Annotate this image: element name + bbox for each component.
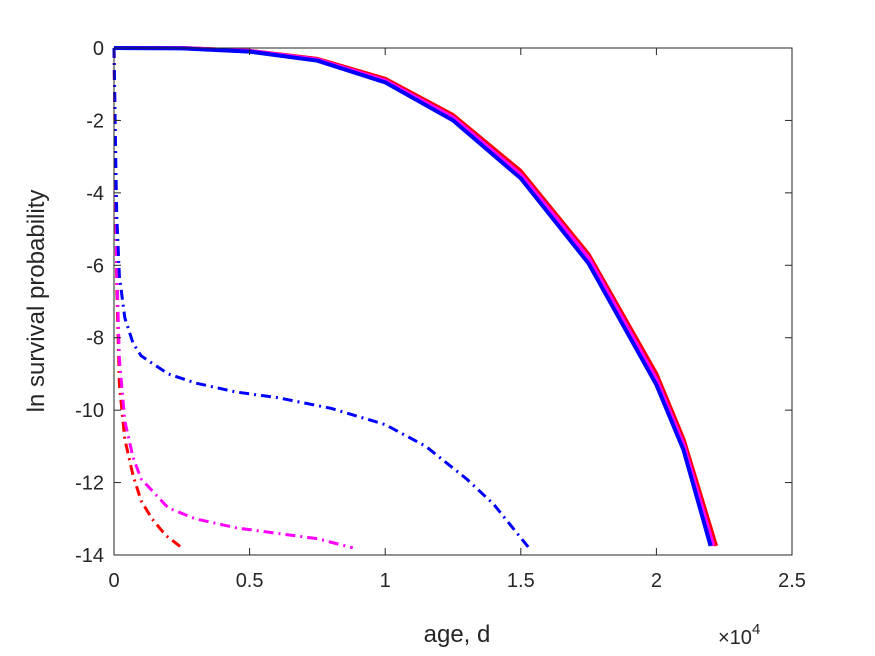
y-tick-label: -12 xyxy=(75,473,104,495)
axis-ticks: 0 0.5 1 1.5 2 2.5 0 -2 -4 -6 -8 -10 -12 -14 xyxy=(75,38,806,592)
x-exponent-label: ×104 xyxy=(718,621,760,649)
y-tick-label: -8 xyxy=(86,328,104,350)
x-exponent-power: 4 xyxy=(752,621,760,638)
x-tick-label: 2 xyxy=(651,570,662,592)
series-line-1 xyxy=(114,46,719,547)
y-tick-label: -4 xyxy=(86,183,104,205)
series-line-6 xyxy=(112,47,531,549)
y-tick-label: 0 xyxy=(93,38,104,60)
x-tick-label: 1.5 xyxy=(507,570,535,592)
x-tick-label: 0 xyxy=(108,570,119,592)
x-axis-label: age, d xyxy=(424,621,491,648)
x-tick-label: 2.5 xyxy=(778,570,806,592)
series-lines xyxy=(112,46,719,550)
x-exponent-base: ×10 xyxy=(718,627,752,649)
series-line-2 xyxy=(114,46,716,547)
y-tick-label: -2 xyxy=(86,110,104,132)
axes-box xyxy=(113,47,793,556)
y-tick-label: -14 xyxy=(75,545,104,567)
series-line-3 xyxy=(113,46,713,547)
series-line-4 xyxy=(112,47,183,549)
y-tick-label: -6 xyxy=(86,255,104,277)
series-line-5 xyxy=(112,47,354,550)
y-tick-label: -10 xyxy=(75,400,104,422)
y-axis-label: ln survival probability xyxy=(23,190,50,413)
x-tick-label: 0.5 xyxy=(236,570,264,592)
x-tick-label: 1 xyxy=(380,570,391,592)
